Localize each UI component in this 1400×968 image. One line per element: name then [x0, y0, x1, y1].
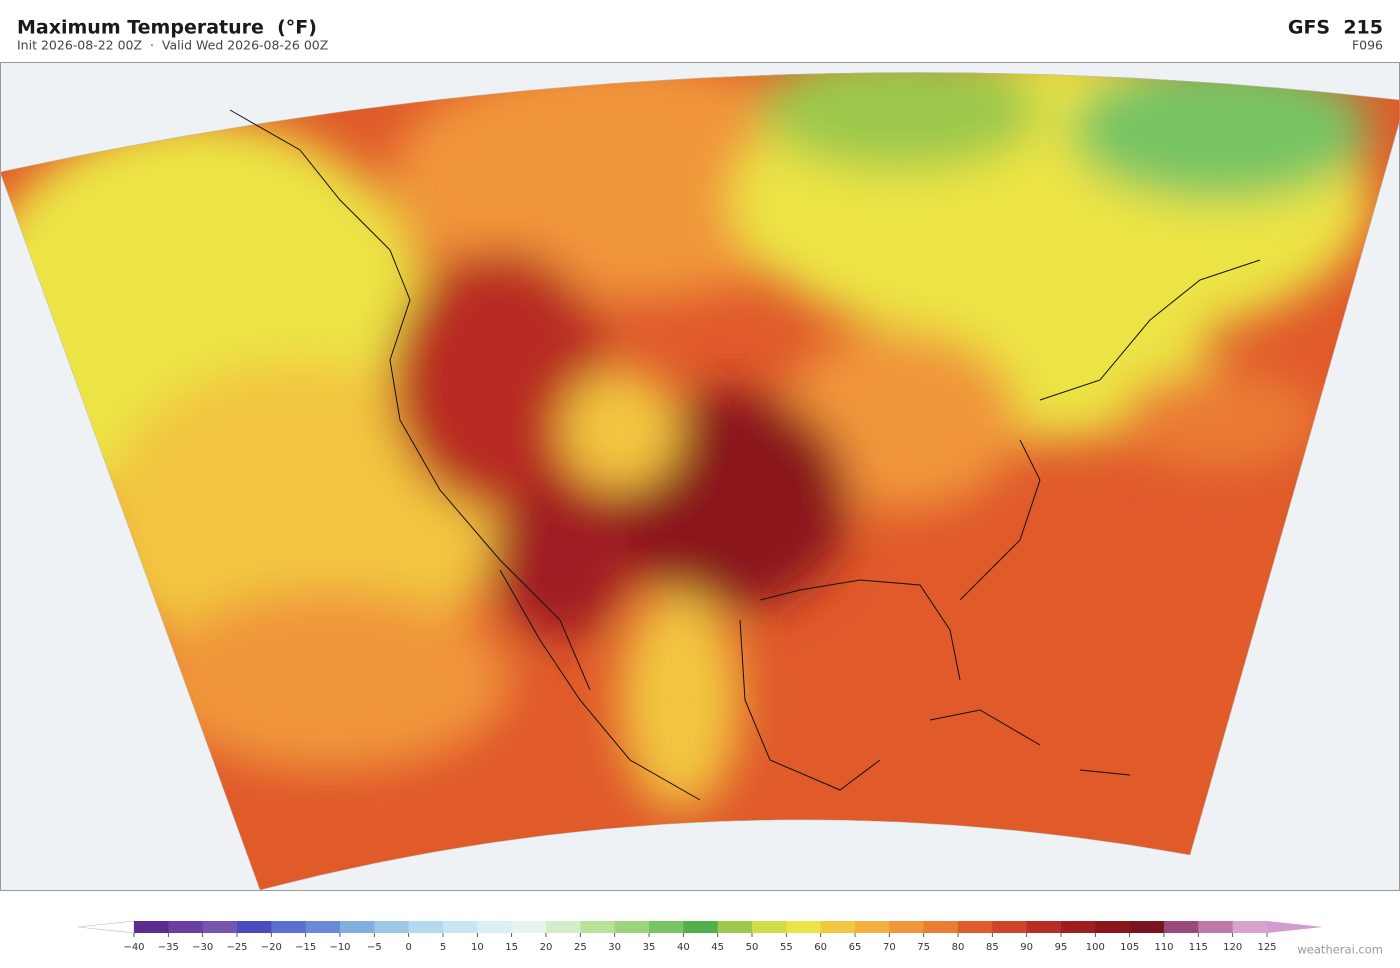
colorbar-tick-label: 40 [677, 942, 690, 953]
colorbar-bin [992, 921, 1028, 933]
colorbar-bin [477, 921, 513, 933]
colorbar-bin [820, 921, 856, 933]
colorbar-bin [786, 921, 822, 933]
colorbar-bin [511, 921, 547, 933]
colorbar-bin [134, 921, 169, 933]
colorbar-bin [202, 921, 238, 933]
colorbar-tick-label: 90 [1020, 942, 1033, 953]
colorbar-bin [546, 921, 581, 933]
colorbar-tick-label: 55 [780, 942, 793, 953]
colorbar-tick-label: 80 [952, 942, 965, 953]
colorbar-bin [340, 921, 375, 933]
map [0, 62, 1400, 891]
colorbar-bin [168, 921, 204, 933]
colorbar-bin [443, 921, 478, 933]
colorbar-bin [889, 921, 925, 933]
colorbar-tick-label: 60 [814, 942, 827, 953]
colorbar-tick-label: 85 [986, 942, 999, 953]
colorbar-tick-label: 70 [883, 942, 896, 953]
forecast-hour: F096 [1352, 38, 1383, 53]
colorbar-under [77, 920, 135, 934]
colorbar-tick-label: 120 [1223, 942, 1242, 953]
colorbar-over [1267, 921, 1323, 933]
colorbar-bin [1232, 921, 1268, 933]
colorbar-tick-label: 65 [849, 942, 862, 953]
colorbar-tick-label: −35 [158, 942, 179, 953]
colorbar-bin [855, 921, 890, 933]
colorbar-tick-label: −30 [192, 942, 213, 953]
title: Maximum Temperature (°F) [17, 17, 317, 39]
colorbar-bin [614, 921, 650, 933]
colorbar-tick-label: −5 [367, 942, 382, 953]
colorbar-bin [374, 921, 410, 933]
coastlines [229, 109, 1261, 801]
colorbar-tick-label: 75 [917, 942, 930, 953]
colorbar-tick-label: 95 [1055, 942, 1068, 953]
colorbar-tick-label: 15 [505, 942, 518, 953]
colorbar-bin [1026, 921, 1062, 933]
colorbar-bin [1095, 921, 1131, 933]
colorbar-tick-label: −10 [329, 942, 350, 953]
colorbar-tick-label: 25 [574, 942, 587, 953]
colorbar-bin [683, 921, 719, 933]
model: GFS 215 [1288, 17, 1383, 39]
colorbar-tick-label: 50 [746, 942, 759, 953]
colorbar-tick-label: −15 [295, 942, 316, 953]
colorbar-bin [1061, 921, 1096, 933]
colorbar-bin [958, 921, 993, 933]
colorbar-bin [271, 921, 307, 933]
colorbar-bin [1164, 921, 1199, 933]
colorbar-tick-label: 5 [440, 942, 446, 953]
colorbar-bin [923, 921, 959, 933]
colorbar-bin [1198, 921, 1234, 933]
colorbar-bin [580, 921, 616, 933]
subtitle: Init 2026-08-22 00Z · Valid Wed 2026-08-… [17, 38, 328, 53]
colorbar-tick-label: 20 [540, 942, 553, 953]
watermark: weatherai.com [1297, 943, 1383, 957]
colorbar-tick-label: 125 [1257, 942, 1276, 953]
colorbar-tick-label: 100 [1086, 942, 1105, 953]
colorbar-tick-label: 110 [1154, 942, 1173, 953]
colorbar-tick-label: 115 [1189, 942, 1208, 953]
colorbar-tick-label: 45 [711, 942, 724, 953]
colorbar-bin [649, 921, 684, 933]
colorbar-bin [717, 921, 753, 933]
colorbar-tick-label: 35 [643, 942, 656, 953]
colorbar-bin [305, 921, 341, 933]
colorbar-bin [1129, 921, 1165, 933]
colorbar-tick-label: −25 [226, 942, 247, 953]
colorbar: −40 −35 −30 −25 −20 −15 −10 −5 0 5 10 15 20 25 30 35 40 4… [77, 920, 1323, 953]
colorbar-bin [237, 921, 272, 933]
colorbar-tick-label: 105 [1120, 942, 1139, 953]
colorbar-tick-label: 10 [471, 942, 484, 953]
colorbar-bin [408, 921, 444, 933]
colorbar-tick-label: −40 [123, 942, 144, 953]
colorbar-tick-label: 30 [608, 942, 621, 953]
temperature-field [0, 72, 1400, 890]
colorbar-tick-label: 0 [405, 942, 411, 953]
colorbar-tick-label: −20 [261, 942, 282, 953]
colorbar-bin [752, 921, 787, 933]
